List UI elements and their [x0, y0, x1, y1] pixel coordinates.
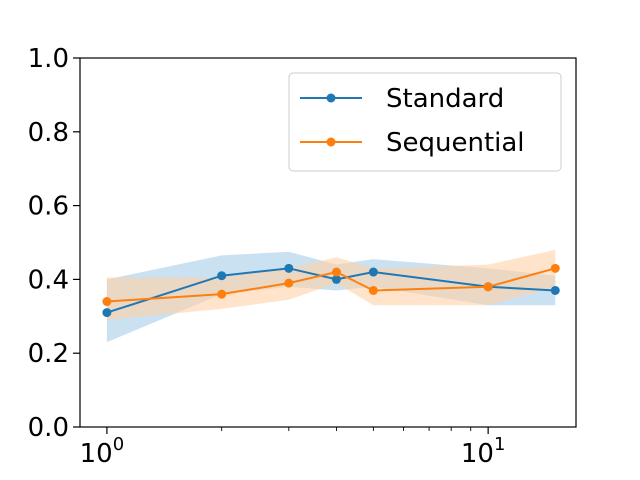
y-tick-label-2: 0.4: [28, 265, 69, 295]
legend-label-1: Sequential: [386, 128, 525, 158]
legend: Standard Sequential: [288, 72, 562, 172]
legend-marker-1: [326, 137, 336, 147]
x-tick-label-0: 100: [80, 434, 125, 469]
plot-frame: [79, 57, 577, 428]
band-series-1: [106, 249, 556, 320]
point-series-0-1: [217, 271, 227, 281]
point-series-0-3: [331, 274, 341, 284]
point-series-0-0: [102, 308, 112, 318]
y-tick-label-0: 0.0: [28, 413, 69, 443]
point-series-1-6: [550, 263, 560, 273]
x-tick-label-1: 101: [461, 434, 506, 469]
point-series-0-4: [368, 267, 378, 277]
y-tick-label-4: 0.8: [28, 118, 69, 148]
point-series-1-3: [331, 267, 341, 277]
point-series-1-5: [483, 282, 493, 292]
y-tick-label-5: 1.0: [28, 44, 69, 74]
series-lines: [102, 263, 560, 318]
point-series-1-1: [217, 289, 227, 299]
point-series-1-0: [102, 297, 112, 307]
point-series-1-4: [368, 285, 378, 295]
legend-marker-0: [326, 93, 336, 103]
point-series-0-6: [550, 285, 560, 295]
axes: 0.0 0.2 0.4 0.6 0.8 1.0 100 101: [28, 44, 506, 469]
legend-label-0: Standard: [386, 84, 504, 114]
point-series-0-2: [284, 263, 294, 273]
error-bands: [106, 249, 556, 343]
point-series-1-2: [284, 278, 294, 288]
y-tick-label-1: 0.2: [28, 339, 69, 369]
y-tick-label-3: 0.6: [28, 192, 69, 222]
